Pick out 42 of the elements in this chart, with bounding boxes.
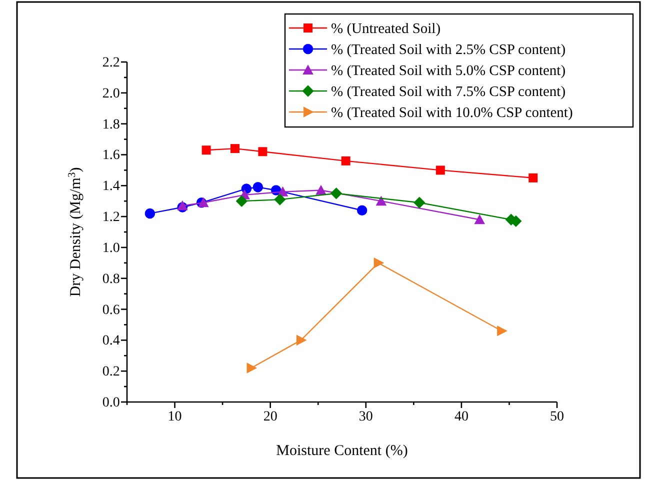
point	[376, 196, 387, 206]
point	[356, 205, 368, 216]
point	[374, 258, 384, 268]
point	[474, 214, 485, 224]
point	[497, 326, 508, 336]
point	[246, 362, 258, 374]
y-tick-label: 0.4	[102, 334, 120, 349]
y-tick-label: 0.8	[102, 272, 120, 287]
point	[252, 182, 264, 192]
x-tick-label: 30	[358, 409, 373, 424]
x-tick-label: 40	[454, 409, 468, 424]
x-axis-title: Moisture Content (%)	[276, 443, 408, 459]
y-tick-label: 0.0	[102, 395, 120, 410]
y-tick-label: 1.0	[102, 240, 120, 256]
point	[414, 196, 426, 208]
legend-label: % (Treated Soil with 2.5% CSP content)	[331, 42, 566, 58]
point	[144, 208, 156, 219]
x-tick-label: 50	[550, 409, 564, 424]
y-tick-label: 2.0	[102, 86, 120, 102]
x-tick-label: 10	[168, 409, 182, 424]
point	[528, 173, 538, 182]
point	[230, 144, 240, 154]
y-tick-label: 1.2	[102, 210, 120, 226]
x-tick-label: 20	[263, 409, 278, 424]
y-tick-label: 1.8	[102, 117, 120, 132]
y-tick-label: 1.6	[102, 148, 120, 164]
legend-label: % (Treated Soil with 10.0% CSP content)	[331, 105, 573, 121]
y-tick-label: 0.6	[102, 302, 120, 318]
point	[202, 146, 211, 155]
y-tick-label: 2.2	[102, 55, 120, 70]
y-tick-label: 1.4	[102, 179, 120, 194]
point	[341, 156, 350, 166]
y-tick-label: 0.2	[102, 364, 120, 380]
point	[274, 194, 286, 206]
legend-label: % (Treated Soil with 7.5% CSP content)	[331, 84, 566, 100]
legend-label: % (Untreated Soil)	[331, 21, 441, 37]
point	[436, 166, 445, 175]
point	[258, 147, 268, 156]
point	[296, 334, 307, 346]
legend-label: % (Treated Soil with 5.0% CSP content)	[331, 63, 566, 79]
point	[330, 188, 342, 200]
point	[236, 195, 248, 207]
